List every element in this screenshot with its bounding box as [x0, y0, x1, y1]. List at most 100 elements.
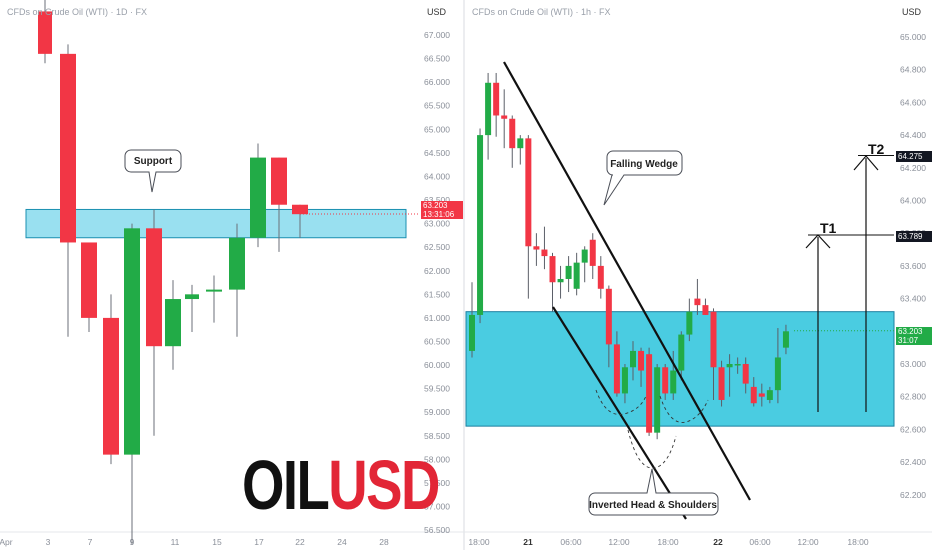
candle-body [766, 390, 773, 400]
candle-body [525, 138, 532, 247]
candle-body [517, 138, 524, 149]
right-chart-title: CFDs on Crude Oil (WTI) · 1h · FX [472, 7, 611, 17]
wedge-lower-line [552, 306, 687, 520]
candle-body [541, 249, 548, 257]
candle-body [678, 334, 685, 371]
candle-body [549, 256, 556, 283]
candle-body [292, 204, 308, 215]
candle-body [469, 314, 475, 351]
right-x-tick-label: 06:00 [560, 537, 582, 547]
candle-body [60, 53, 76, 243]
candle-body [694, 298, 701, 306]
support-callout-box [124, 149, 182, 193]
candle-body [646, 354, 653, 433]
left-y-tick-label: 59.000 [424, 407, 450, 417]
left-chart[interactable]: 67.000 66.500 66.000 65.500 65.000 64.500 64.0… [0, 0, 450, 547]
candle-body [185, 294, 199, 300]
left-price-tag: 63.203 13:31:06 [421, 201, 463, 219]
t2-arrow-head [853, 155, 879, 171]
candle-body [509, 118, 516, 149]
left-y-tick-label: 63.500 [424, 195, 450, 205]
left-y-tick-label: 65.500 [424, 101, 450, 111]
left-x-tick-label: 15 [212, 537, 222, 547]
candle-body [742, 364, 749, 384]
candle-body [686, 311, 693, 335]
t1-arrow-head [805, 234, 831, 249]
left-y-tick-label: 58.000 [424, 454, 450, 464]
left-y-tick-label: 60.000 [424, 360, 450, 370]
right-y-tick-label: 64.600 [900, 97, 926, 107]
t2-label: T2 [868, 141, 885, 157]
candle-body [597, 265, 604, 289]
candle-body [613, 344, 620, 394]
left-price-timer: 13:31:06 [423, 210, 455, 219]
right-x-tick-label: 12:00 [797, 537, 819, 547]
ihs-label: Inverted Head & Shoulders [589, 500, 717, 511]
right-price-timer: 31:07 [898, 336, 919, 345]
falling-wedge-label: Falling Wedge [610, 159, 678, 170]
candle-body [485, 82, 492, 136]
candle-body [621, 367, 628, 394]
left-y-tick-label: 57.000 [424, 502, 450, 512]
right-price-tag: 63.203 31:07 [896, 327, 932, 345]
candle-body [38, 11, 52, 54]
candle-body [581, 249, 588, 263]
falling-wedge-box [603, 150, 683, 206]
candle-body [734, 364, 741, 366]
right-currency-label: USD [902, 7, 922, 17]
candle-body [702, 305, 709, 315]
ihs-box [588, 468, 719, 516]
right-y-tick-label: 63.000 [900, 359, 926, 369]
right-y-tick-label: 64.400 [900, 130, 926, 140]
right-x-tick-label: 22 [713, 537, 723, 547]
candle-body [750, 386, 757, 404]
candle-body [654, 367, 661, 433]
right-x-tick-label: 18:00 [847, 537, 869, 547]
right-price-value: 63.203 [898, 327, 923, 336]
left-currency-label: USD [427, 7, 447, 17]
right-x-tick-label: 18:00 [468, 537, 490, 547]
left-x-tick-label: Apr [0, 537, 13, 547]
right-y-tick-label: 62.800 [900, 392, 926, 402]
candle-body [758, 393, 765, 397]
candle-body [605, 288, 612, 345]
left-y-tick-label: 59.500 [424, 384, 450, 394]
candle-body [124, 228, 140, 455]
candle-body [271, 157, 287, 205]
t2-price-tag: 64.275 [896, 151, 932, 162]
candle-body [557, 278, 564, 283]
falling-wedge-callout: Falling Wedge [603, 150, 683, 206]
left-y-tick-label: 56.500 [424, 525, 450, 535]
support-label: Support [134, 156, 173, 167]
right-x-tick-label: 21 [523, 537, 533, 547]
candle-body [573, 262, 580, 289]
left-y-tick-label: 66.000 [424, 77, 450, 87]
left-x-tick-label: 11 [171, 537, 180, 547]
candle-body [477, 135, 484, 315]
candle-body [589, 239, 596, 266]
right-x-tick-label: 18:00 [657, 537, 679, 547]
left-y-tick-label: 61.500 [424, 289, 450, 299]
ihs-left-shoulder [595, 389, 647, 415]
candle-body [501, 115, 508, 119]
left-y-tick-label: 66.500 [424, 54, 450, 64]
left-y-tick-label: 67.000 [424, 30, 450, 40]
support-callout: Support [124, 149, 182, 193]
oilusd-logo: OILUSD [242, 446, 440, 524]
right-y-tick-label: 63.600 [900, 261, 926, 271]
left-price-value: 63.203 [423, 201, 448, 210]
candle-body [146, 228, 162, 347]
right-chart[interactable]: 65.00064.80064.60064.40064.20064.00063.8… [465, 32, 926, 547]
wedge-upper-line [503, 61, 751, 501]
right-y-tick-label: 64.800 [900, 65, 926, 75]
right-y-tick-label: 62.600 [900, 424, 926, 434]
left-y-tick-label: 64.000 [424, 171, 450, 181]
left-x-tick-label: 28 [379, 537, 389, 547]
t1-label: T1 [820, 220, 837, 236]
right-y-tick-label: 64.000 [900, 196, 926, 206]
candle-body [670, 370, 677, 394]
candle-body [726, 364, 733, 368]
left-y-tick-label: 62.000 [424, 266, 450, 276]
t1-price-tag: 63.789 [896, 231, 932, 242]
